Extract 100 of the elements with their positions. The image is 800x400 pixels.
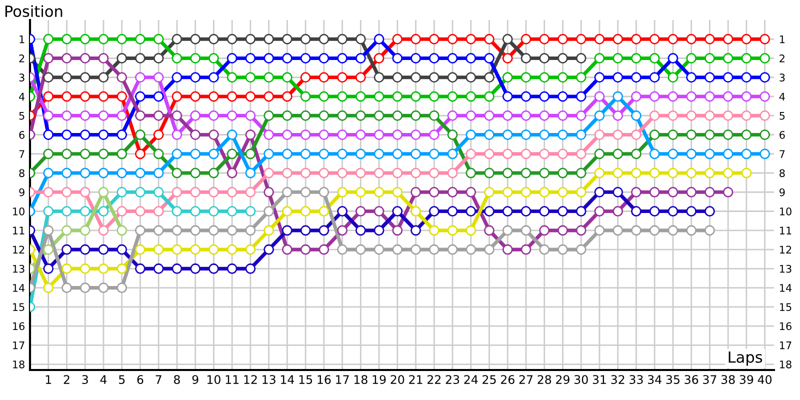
point (98, 244, 109, 255)
point (410, 130, 421, 140)
point (172, 206, 182, 216)
point (98, 168, 109, 178)
point (337, 168, 348, 178)
point (355, 225, 366, 236)
x-tick-label: 18 (354, 375, 368, 384)
point (355, 34, 366, 44)
point (208, 244, 219, 255)
point (668, 186, 678, 198)
point (649, 186, 660, 198)
x-tick-label: 3 (82, 375, 88, 384)
point (153, 244, 164, 255)
point (686, 148, 697, 160)
point (355, 186, 366, 198)
point (153, 225, 164, 236)
point (704, 130, 715, 140)
x-tick-label: 7 (156, 375, 162, 384)
point (594, 130, 605, 140)
x-tick-label: 25 (482, 375, 496, 384)
point (62, 282, 72, 293)
x-tick-label: 33 (630, 375, 643, 384)
point (300, 91, 311, 102)
point (337, 72, 348, 83)
point (612, 110, 624, 121)
point (722, 91, 734, 102)
point (116, 53, 128, 64)
point (502, 168, 513, 178)
x-tick-label: 39 (740, 375, 754, 384)
point (135, 91, 146, 102)
point (484, 148, 494, 160)
y2-tick-label: 10 (780, 207, 792, 216)
point (612, 225, 624, 236)
point (226, 168, 238, 178)
point (135, 263, 146, 274)
x-tick-label: 8 (174, 375, 180, 384)
point (612, 148, 624, 160)
point (631, 110, 642, 121)
point (62, 225, 72, 236)
point (318, 168, 330, 178)
point (245, 244, 256, 255)
point (172, 72, 182, 83)
point (576, 225, 586, 236)
point (282, 91, 292, 102)
point (668, 148, 678, 160)
point (300, 168, 311, 178)
x-tick-label: 2 (64, 375, 70, 384)
point (264, 72, 274, 83)
point (98, 91, 109, 102)
point (282, 186, 292, 198)
point (62, 168, 72, 178)
point (760, 53, 770, 64)
point (447, 34, 458, 44)
x-tick-label: 14 (280, 375, 294, 384)
point (190, 110, 201, 121)
point (520, 91, 532, 102)
point (576, 72, 586, 83)
point (62, 110, 72, 121)
point (631, 186, 642, 198)
point (374, 34, 384, 44)
point (410, 225, 421, 236)
x-tick-label: 34 (648, 375, 662, 384)
point (668, 225, 678, 236)
x-tick-label: 9 (192, 375, 198, 384)
y2-tick-label: 15 (780, 303, 792, 311)
x-tick-label: 12 (244, 375, 257, 384)
point (722, 186, 734, 198)
point (337, 148, 348, 160)
point (208, 34, 219, 44)
point (264, 148, 274, 160)
point (374, 148, 384, 160)
y-tick-label: 3 (19, 74, 24, 82)
point (392, 244, 403, 255)
point (282, 225, 292, 236)
point (539, 206, 550, 216)
y-tick-label: 1 (20, 35, 24, 44)
point (116, 130, 128, 140)
point (153, 168, 164, 178)
point (264, 186, 274, 198)
point (80, 72, 90, 83)
point (374, 206, 384, 216)
point (98, 148, 109, 160)
point (116, 263, 128, 274)
point (447, 225, 458, 236)
point (98, 282, 109, 293)
y-tick-label: 15 (13, 303, 24, 311)
x-tick-label: 28 (538, 375, 552, 384)
y-tick-label: 13 (13, 264, 24, 273)
point (576, 53, 586, 64)
point (190, 148, 201, 160)
point (300, 148, 311, 160)
y2-tick-label: 6 (780, 130, 785, 139)
point (594, 34, 605, 44)
point (502, 72, 513, 83)
point (741, 168, 752, 178)
point (686, 225, 697, 236)
point (80, 186, 90, 198)
point (226, 263, 238, 274)
point (704, 34, 715, 44)
point (447, 186, 458, 198)
